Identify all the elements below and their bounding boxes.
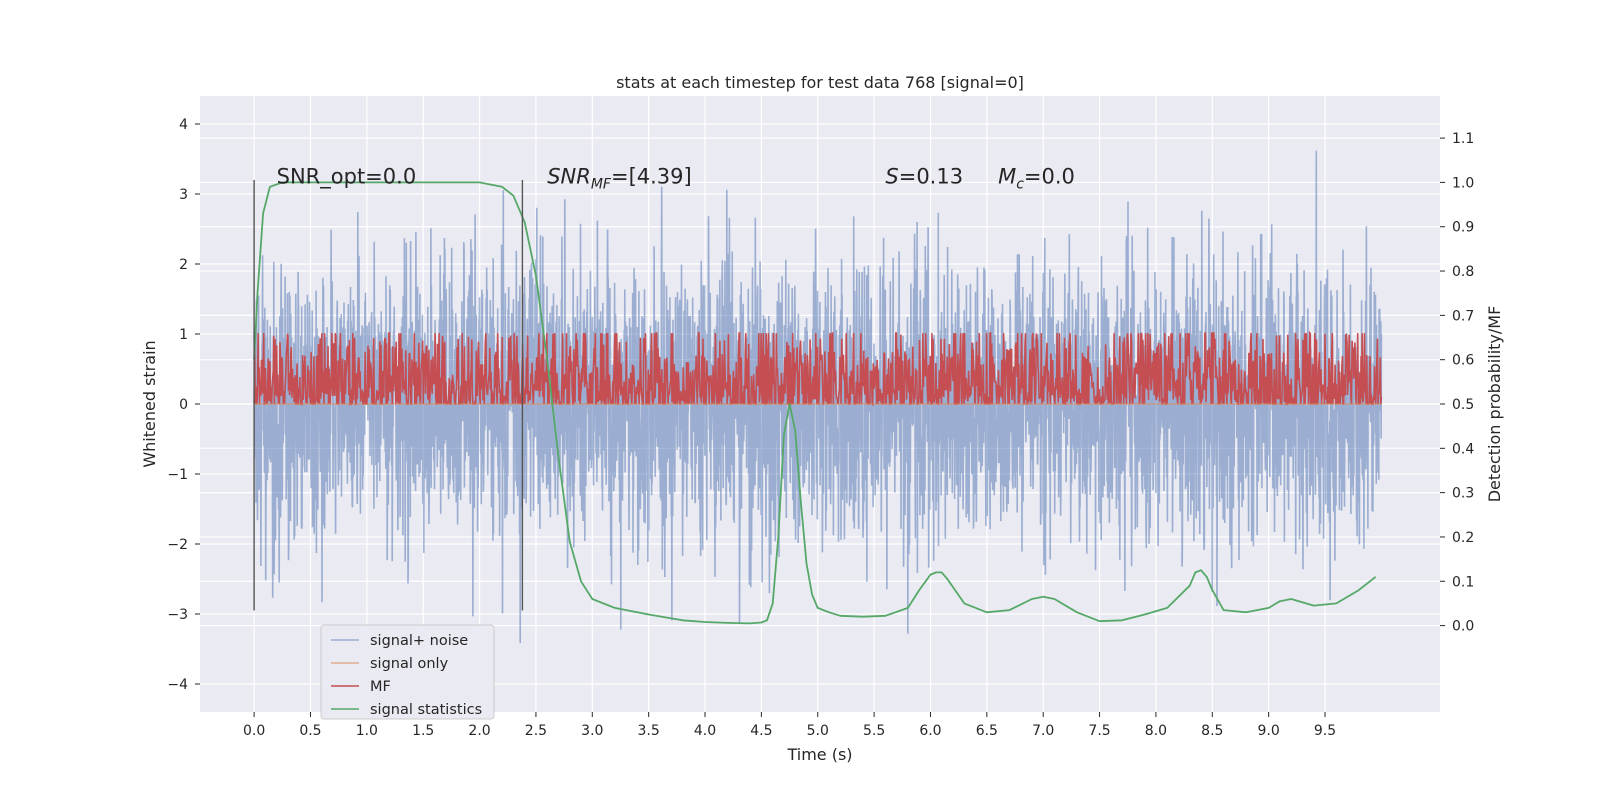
y2-tick-label: 0.4: [1452, 441, 1474, 457]
y-axis-label: Whitened strain: [140, 340, 159, 467]
y2-tick-label: 0.3: [1452, 486, 1474, 502]
x-tick-label: 4.5: [750, 723, 772, 739]
legend-entry-mf: MF: [370, 679, 391, 695]
x-tick-label: 7.5: [1088, 723, 1110, 739]
y-tick-label: −1: [167, 467, 188, 483]
annotations: SNR_opt=0.0 SNRMF=[4.39] S=0.13 Mc=0.0: [277, 165, 1075, 193]
y-tick-label: 2: [179, 257, 188, 273]
y-tick-label: 0: [179, 397, 188, 413]
y2-tick-label: 0.5: [1452, 397, 1474, 413]
annotation-symbol: SNR: [547, 165, 591, 189]
legend-box: [320, 624, 495, 720]
legend-entry-signal-only: signal only: [370, 656, 449, 672]
x-tick-label: 9.5: [1314, 723, 1336, 739]
y2-tick-label: 1.1: [1452, 131, 1474, 147]
y2-tick-label: 0.6: [1452, 353, 1474, 369]
x-tick-label: 6.5: [976, 723, 998, 739]
y-axis-ticks: 4 3 2 1 0 −1 −2 −3 −4: [167, 117, 200, 693]
x-tick-label: 9.0: [1258, 723, 1280, 739]
y2-tick-label: 0.9: [1452, 220, 1474, 236]
chart-title: stats at each timestep for test data 768…: [616, 73, 1024, 92]
legend: signal+ noise signal only MF signal stat…: [320, 624, 495, 720]
x-axis-ticks: 0.0 0.5 1.0 1.5 2.0 2.5 3.0 3.5 4.0 4.5 5.0 5.5 6.0 6…: [243, 712, 1336, 739]
y2-tick-label: 0.0: [1452, 619, 1474, 635]
legend-entry-signal-noise: signal+ noise: [370, 633, 468, 649]
annotation: S=0.13: [885, 165, 963, 189]
x-tick-label: 3.5: [638, 723, 660, 739]
series-mf: [253, 330, 1383, 408]
x-tick-label: 5.0: [807, 723, 829, 739]
annotation: SNR_opt=0.0: [277, 165, 417, 190]
x-axis-label: Time (s): [786, 745, 852, 764]
line-mf: [253, 330, 1383, 408]
y2-tick-label: 0.2: [1452, 530, 1474, 546]
legend-entry-signal-statistics: signal statistics: [370, 702, 482, 718]
x-tick-label: 8.5: [1201, 723, 1223, 739]
y-tick-label: 3: [179, 187, 188, 203]
annotation-value: =0.13: [899, 165, 963, 189]
y2-axis-ticks: 0.0 0.1 0.2 0.3 0.4 0.5 0.6 0.7 0.8 0.9 1.0 1.1: [1440, 131, 1474, 635]
y2-tick-label: 1.0: [1452, 175, 1474, 191]
y2-axis-label: Detection probability/MF: [1485, 306, 1504, 503]
x-tick-label: 2.5: [525, 723, 547, 739]
x-tick-label: 8.0: [1145, 723, 1167, 739]
x-tick-label: 0.0: [243, 723, 265, 739]
line-signal-statistics: [253, 181, 1377, 625]
y-tick-label: 4: [179, 117, 188, 133]
annotation-value: =0.0: [1024, 165, 1075, 189]
x-tick-label: 1.5: [412, 723, 434, 739]
x-tick-label: 4.0: [694, 723, 716, 739]
y2-tick-label: 0.7: [1452, 308, 1474, 324]
vlines: [253, 180, 524, 611]
annotation: SNRMF=[4.39]: [547, 165, 692, 193]
y-tick-label: 1: [179, 327, 188, 343]
x-tick-label: 3.0: [581, 723, 603, 739]
x-tick-label: 6.0: [919, 723, 941, 739]
y-tick-label: −2: [167, 537, 188, 553]
annotation-symbol: S: [885, 165, 898, 189]
annotation-symbol: M: [998, 165, 1016, 189]
x-tick-label: 7.0: [1032, 723, 1054, 739]
x-tick-label: 1.0: [356, 723, 378, 739]
x-tick-label: 5.5: [863, 723, 885, 739]
annotation: Mc=0.0: [998, 165, 1075, 193]
y-tick-label: −4: [167, 677, 188, 693]
annotation-value: =[4.39]: [611, 165, 692, 189]
x-tick-label: 0.5: [299, 723, 321, 739]
annotation-subscript: c: [1016, 177, 1024, 193]
x-tick-label: 2.0: [468, 723, 490, 739]
y2-tick-label: 0.1: [1452, 574, 1474, 590]
series-signal-statistics: [253, 181, 1377, 625]
y2-tick-label: 0.8: [1452, 264, 1474, 280]
y-tick-label: −3: [167, 607, 188, 623]
annotation-subscript: MF: [591, 177, 612, 193]
